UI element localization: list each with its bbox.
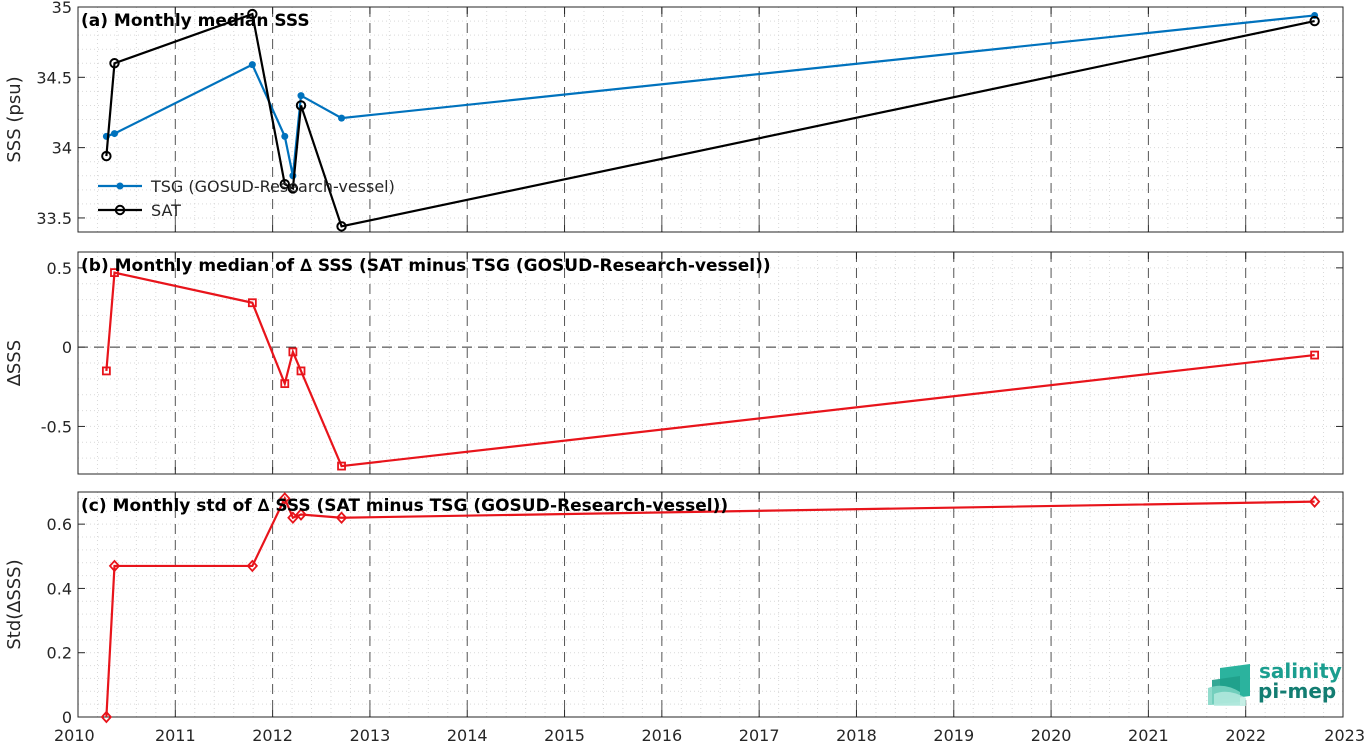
logo-line1: salinity (1259, 659, 1342, 683)
data-point (110, 130, 118, 138)
salinity-pi-mep-logo: salinity pi-mep (1208, 659, 1342, 706)
x-tick-label: 2015 (544, 726, 585, 745)
y-tick-label: 34.5 (36, 68, 72, 87)
data-point (1308, 495, 1321, 508)
data-point (295, 100, 307, 111)
y-tick-label: 0.4 (47, 579, 72, 598)
data-point (279, 178, 290, 190)
x-tick-label: 2020 (1031, 726, 1072, 745)
data-point (109, 58, 120, 69)
y-tick-label: 0.5 (47, 259, 72, 278)
panel-title: (b) Monthly median of ∆ SSS (SAT minus T… (81, 256, 771, 276)
series-line (105, 495, 1315, 718)
y-tick-label: 0 (62, 338, 72, 357)
data-point (248, 61, 256, 69)
panel-3: 2010 2011 2012 2013 2014 2015 2016 2017 2018 2019… (4, 491, 1365, 745)
data-point (287, 511, 299, 525)
data-point (337, 461, 346, 471)
legend-entry: SAT (151, 201, 181, 220)
data-point (296, 366, 306, 376)
axes-box (77, 6, 1344, 233)
y-tick-label: -0.5 (41, 417, 72, 436)
legend-marker (116, 182, 124, 190)
x-tick-label: 2012 (252, 726, 293, 745)
series-line (106, 14, 1315, 176)
panel-title: (a) Monthly median SSS (81, 11, 310, 31)
data-point (297, 92, 305, 100)
data-point (101, 366, 111, 376)
panel-title: (c) Monthly std of ∆ SSS (SAT minus TSG … (81, 496, 728, 516)
x-tick-label: 2010 (54, 726, 95, 745)
legend-marker (114, 204, 126, 216)
data-point (280, 379, 290, 389)
y-tick-label: 33.5 (36, 209, 72, 228)
axes-box (77, 491, 1344, 718)
data-point (100, 710, 113, 724)
y-tick-label: 0.6 (47, 515, 72, 534)
data-point (338, 114, 346, 122)
data-point (108, 559, 121, 573)
y-axis-label: ∆SSS (4, 340, 25, 387)
data-point (110, 268, 119, 278)
data-point (247, 298, 257, 308)
data-point (279, 492, 291, 505)
data-point (247, 8, 258, 20)
logo-line2: pi-mep (1258, 679, 1336, 703)
y-tick-label: 34 (52, 139, 72, 158)
data-point (281, 132, 289, 140)
x-tick-label: 2018 (836, 726, 877, 745)
data-point (336, 221, 347, 232)
x-tick-label: 2023 (1324, 726, 1365, 745)
x-tick-label: 2013 (350, 726, 391, 745)
y-tick-label: 0.2 (47, 644, 72, 663)
x-tick-label: 2016 (641, 726, 682, 745)
x-tick-label: 2017 (739, 726, 780, 745)
axes-box (77, 251, 1344, 475)
panel-2: -0.5 0 0.5 ∆SSS (b) Monthly median of ∆ SSS … (4, 251, 1344, 475)
data-point (295, 508, 307, 521)
x-tick-label: 2021 (1128, 726, 1169, 745)
x-tick-label: 2014 (447, 726, 488, 745)
legend-entry: TSG (GOSUD-Research-vessel) (150, 177, 395, 196)
x-tick-label: 2019 (933, 726, 974, 745)
data-point (101, 150, 112, 162)
y-tick-label: 35 (52, 0, 72, 17)
data-point (1309, 15, 1320, 27)
data-point (1310, 350, 1320, 360)
y-axis-label: Std(∆SSS) (4, 559, 25, 649)
y-axis-label: SSS (psu) (4, 76, 25, 162)
x-tick-label: 2022 (1225, 726, 1266, 745)
data-point (335, 511, 348, 525)
x-tick-label: 2011 (155, 726, 196, 745)
data-point (246, 559, 259, 573)
data-point (287, 183, 299, 194)
logo-mark-icon (1208, 664, 1250, 706)
y-tick-label: 0 (62, 708, 72, 727)
series-line (105, 271, 1315, 468)
data-point (288, 347, 298, 357)
panel-1: 33.5 34 34.5 35 SSS (psu) TSG (GOSUD-Research… (4, 0, 1344, 233)
